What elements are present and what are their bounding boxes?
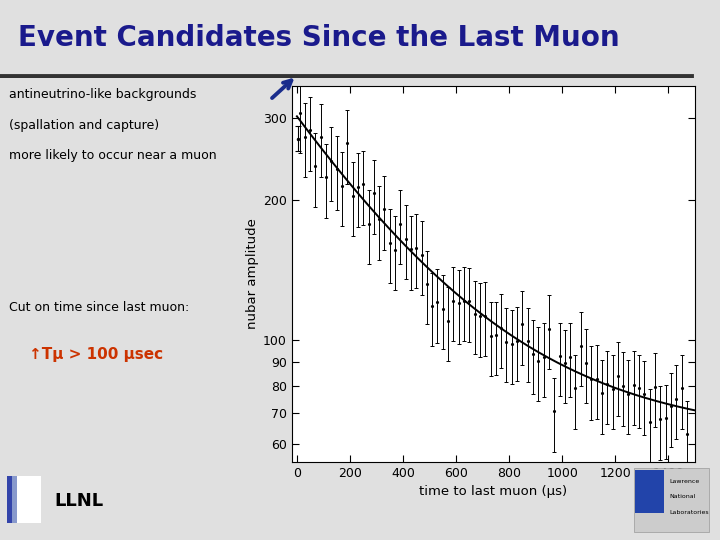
- Bar: [635, 469, 664, 512]
- Text: more likely to occur near a muon: more likely to occur near a muon: [9, 149, 216, 162]
- Bar: [17, 476, 41, 523]
- Text: LLNL: LLNL: [54, 492, 103, 510]
- Text: Lawrence: Lawrence: [670, 479, 700, 484]
- Text: Event Candidates Since the Last Muon: Event Candidates Since the Last Muon: [18, 24, 620, 52]
- Text: antineutrino-like backgrounds: antineutrino-like backgrounds: [9, 88, 196, 101]
- Text: ↑Tμ > 100 μsec: ↑Tμ > 100 μsec: [29, 347, 163, 362]
- Bar: [7, 476, 31, 523]
- Bar: [634, 468, 709, 532]
- Text: (spallation and capture): (spallation and capture): [9, 119, 159, 132]
- Y-axis label: nubar amplitude: nubar amplitude: [246, 219, 258, 329]
- Bar: [12, 476, 36, 523]
- Text: Laboratories: Laboratories: [670, 510, 709, 515]
- Text: National: National: [670, 495, 696, 500]
- Text: Cut on time since last muon:: Cut on time since last muon:: [9, 301, 189, 314]
- X-axis label: time to last muon (μs): time to last muon (μs): [419, 485, 567, 498]
